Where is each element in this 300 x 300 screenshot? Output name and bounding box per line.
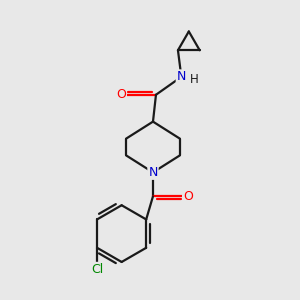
Text: O: O [116, 88, 126, 101]
Text: N: N [148, 166, 158, 179]
Text: N: N [177, 70, 186, 83]
Text: H: H [190, 73, 198, 86]
Text: O: O [183, 190, 193, 203]
Text: Cl: Cl [91, 263, 103, 276]
